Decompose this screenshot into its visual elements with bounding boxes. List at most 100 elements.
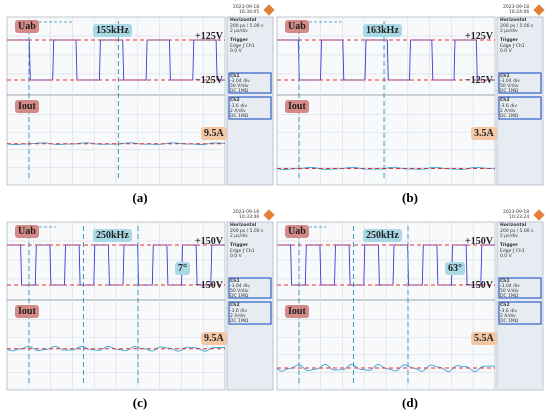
menu-ch1-coupling: DC 1MΩ [500, 294, 519, 299]
menu-ch2-coupling: DC 1MΩ [230, 114, 249, 119]
menu-trigger-level: 0.0 V [500, 254, 512, 259]
menu-ch1-offset: -3.04 div [500, 79, 520, 84]
panel-caption: (d) [402, 395, 418, 410]
iout-label: Iout [285, 305, 309, 318]
uab-label: Uab [285, 225, 309, 238]
menu-ch2-coupling: DC 1MΩ [500, 114, 519, 119]
menu-horizontal-title: Horizontal [230, 18, 257, 23]
ch2-box [498, 96, 542, 120]
panel-caption: (c) [132, 395, 148, 410]
iout-trace [6, 345, 226, 352]
frequency-label: 155kHz [93, 24, 132, 37]
ch1-box [498, 277, 542, 299]
scope-menu [226, 16, 274, 186]
menu-ch2-offset: -3.6 div [500, 309, 517, 314]
frequency-label: 250kHz [363, 229, 402, 242]
menu-trigger-title: Trigger [500, 243, 519, 248]
current-label: 3.5A [471, 127, 497, 140]
menu-h-sample-rate: 200 ps / 5.00 s [230, 24, 264, 29]
brand-logo-icon [533, 209, 545, 221]
vneg-label: −125V [465, 75, 493, 86]
vneg-label: −150V [465, 280, 493, 291]
vpos-label: +150V [195, 236, 223, 247]
scope-screen [6, 209, 275, 391]
ch1-box [228, 72, 272, 94]
brand-logo-icon [533, 4, 545, 16]
panel-caption: (a) [132, 190, 148, 205]
menu-ch2-coupling: DC 1MΩ [230, 319, 249, 324]
iout-label: Iout [15, 305, 39, 318]
vpos-label: +150V [465, 236, 493, 247]
menu-ch2-title: Ch2 [230, 303, 240, 308]
menu-ch2-scale: 2 A/div [230, 314, 246, 319]
menu-h-timebase: 2 μs/div [230, 29, 248, 34]
menu-ch2-coupling: DC 1MΩ [500, 319, 519, 324]
menu-ch2-offset: -3.6 div [500, 104, 517, 109]
ch2-box [228, 301, 272, 325]
scope-menu [496, 221, 544, 391]
scope-panel-b: 2023-09-18 16:24:06 Uab 163kHz +125V −125V Iou… [275, 4, 545, 186]
uab-label: Uab [15, 225, 39, 238]
current-label: 9.5A [201, 332, 227, 345]
menu-ch1-scale: 50 V/div [230, 289, 249, 294]
scope-screen [276, 4, 545, 186]
menu-ch1-title: Ch1 [500, 74, 510, 79]
menu-trigger-source: Edge ƒ Ch1 [230, 249, 255, 254]
menu-trigger-source: Edge ƒ Ch1 [500, 249, 525, 254]
scope-screen [276, 209, 545, 391]
iout-trace [276, 166, 496, 170]
menu-ch1-title: Ch1 [230, 74, 240, 79]
vpos-label: +125V [195, 31, 223, 42]
uab-trace [7, 39, 225, 81]
capture-date: 2023-09-18 [503, 210, 530, 215]
scope-panel-d: 2023-09-18 10:23:24 Uab 250kHz +150V −150V Iou… [275, 209, 545, 391]
capture-date: 2023-09-18 [233, 5, 260, 10]
menu-ch1-scale: 50 V/div [500, 289, 519, 294]
menu-ch2-offset: -3.6 div [230, 104, 247, 109]
iout-label: Iout [285, 100, 309, 113]
menu-ch2-title: Ch2 [500, 303, 510, 308]
frequency-label: 250kHz [93, 229, 132, 242]
menu-h-timebase: 2 μs/div [500, 29, 518, 34]
menu-ch1-coupling: DC 1MΩ [230, 294, 249, 299]
menu-ch1-scale: 50 V/div [500, 84, 519, 89]
menu-ch1-coupling: DC 1MΩ [500, 89, 519, 94]
menu-trigger-title: Trigger [230, 38, 249, 43]
brand-logo-icon [263, 209, 275, 221]
uab-label: Uab [285, 20, 309, 33]
menu-ch1-offset: -3.04 div [230, 79, 250, 84]
vneg-label: −150V [195, 280, 223, 291]
menu-h-sample-rate: 200 ps / 5.00 s [500, 229, 534, 234]
iout-trace [6, 142, 226, 146]
menu-ch2-scale: 2 A/div [500, 109, 516, 114]
menu-ch1-title: Ch1 [500, 279, 510, 284]
uab-label: Uab [15, 20, 39, 33]
ch2-box [228, 96, 272, 120]
ch2-box [498, 301, 542, 325]
menu-ch2-scale: 2 A/div [500, 314, 516, 319]
scope-screen [6, 4, 275, 186]
capture-time: 10:33:46 [239, 215, 260, 220]
frequency-label: 163kHz [363, 24, 402, 37]
current-label: 9.5A [201, 127, 227, 140]
menu-trigger-level: 0.0 V [230, 49, 242, 54]
menu-ch1-offset: -3.04 div [500, 284, 520, 289]
menu-trigger-source: Edge ƒ Ch1 [230, 44, 255, 49]
menu-h-timebase: 2 μs/div [230, 234, 248, 239]
brand-logo-icon [263, 4, 275, 16]
capture-date: 2023-09-18 [233, 210, 260, 215]
capture-time: 16:24:06 [509, 10, 530, 15]
menu-ch1-title: Ch1 [230, 279, 240, 284]
menu-h-sample-rate: 200 ps / 5.00 s [230, 229, 264, 234]
menu-h-timebase: 2 μs/div [500, 234, 518, 239]
uab-trace [277, 39, 495, 81]
menu-trigger-level: 0.0 V [230, 254, 242, 259]
capture-time: 10:23:24 [509, 215, 530, 220]
iout-trace [276, 363, 496, 373]
menu-horizontal-title: Horizontal [500, 223, 527, 228]
menu-h-sample-rate: 200 ps / 5.00 s [500, 24, 534, 29]
scope-menu [496, 16, 544, 186]
vneg-label: −125V [195, 75, 223, 86]
menu-trigger-title: Trigger [500, 38, 519, 43]
menu-ch1-coupling: DC 1MΩ [230, 89, 249, 94]
